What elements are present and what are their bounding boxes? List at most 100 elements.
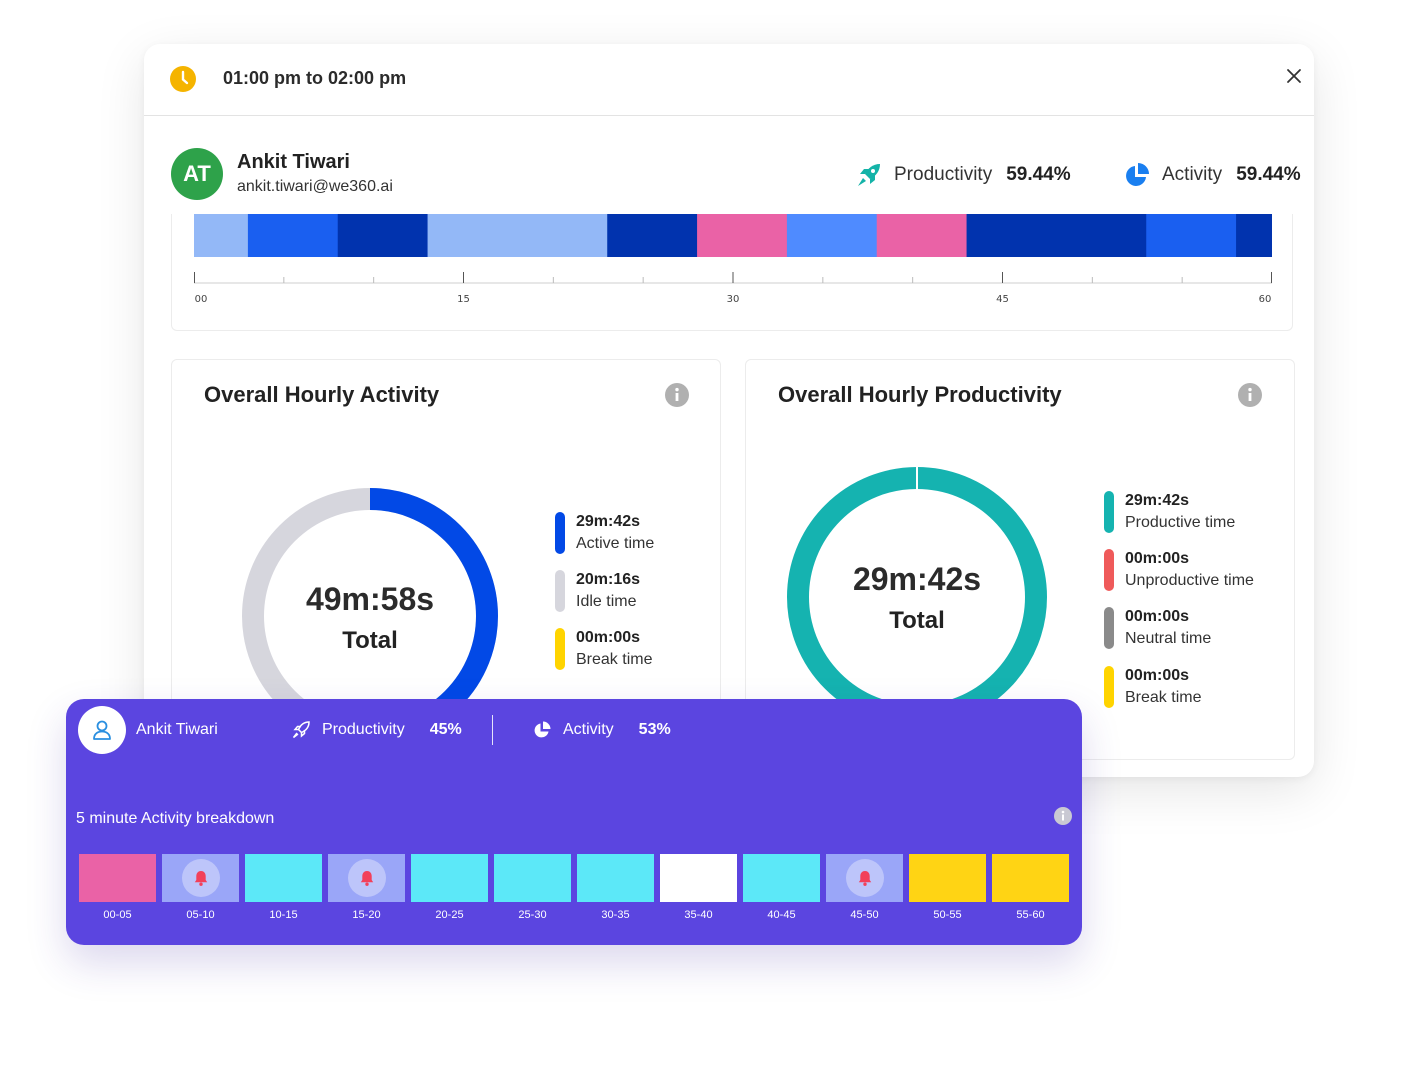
close-icon[interactable] <box>1286 68 1302 84</box>
activity-timeline-bar <box>194 214 1272 257</box>
legend-swatch <box>555 512 565 554</box>
info-icon[interactable] <box>665 383 689 407</box>
breakdown-block[interactable] <box>328 854 405 902</box>
block-label: 45-50 <box>850 909 879 921</box>
breakdown-block[interactable] <box>162 854 239 902</box>
bell-icon <box>858 871 871 886</box>
breakdown-block[interactable] <box>79 854 156 902</box>
legend-label: Productive time <box>1125 514 1236 531</box>
breakdown-block[interactable] <box>826 854 903 902</box>
info-icon[interactable] <box>1238 383 1262 407</box>
block-label: 15-20 <box>352 909 381 921</box>
timeline-axis: 00 15 30 45 60 <box>194 272 1272 305</box>
legend-label: Idle time <box>576 593 637 610</box>
timeline-segment[interactable] <box>1146 214 1237 257</box>
breakdown-block[interactable] <box>992 854 1069 902</box>
legend-value: 29m:42s <box>576 513 641 530</box>
legend-label: Break time <box>1125 689 1202 706</box>
breakdown-block[interactable] <box>411 854 488 902</box>
activity-total-label: Total <box>342 627 398 654</box>
timeline-segment[interactable] <box>697 214 788 257</box>
activity-label: Activity <box>563 721 614 738</box>
breakdown-block[interactable] <box>743 854 820 902</box>
activity-stat: Activity 53% <box>533 721 671 739</box>
productivity-label: Productivity <box>894 164 993 185</box>
timeline-segment[interactable] <box>876 214 968 257</box>
bell-badge <box>181 859 220 897</box>
productivity-value: 45% <box>429 721 462 738</box>
card-title: Overall Hourly Productivity <box>778 382 1062 407</box>
activity-stat: Activity 59.44% <box>1124 162 1301 188</box>
productivity-stat: Productivity 45% <box>292 721 462 739</box>
block-label: 30-35 <box>601 909 630 921</box>
card-title: Overall Hourly Activity <box>204 382 440 407</box>
activity-label: Activity <box>1162 164 1223 185</box>
rocket-icon <box>292 721 310 739</box>
productivity-total-label: Total <box>889 607 945 634</box>
legend-label: Unproductive time <box>1125 572 1254 589</box>
pie-chart-icon <box>1126 163 1149 186</box>
breakdown-block[interactable] <box>245 854 322 902</box>
activity-value: 59.44% <box>1236 164 1301 185</box>
section-title: 5 minute Activity breakdown <box>76 810 275 827</box>
timeline-segment[interactable] <box>966 214 1147 257</box>
breakdown-block[interactable] <box>494 854 571 902</box>
activity-breakdown-card: Ankit Tiwari Productivity 45% Activity 5… <box>66 699 1082 945</box>
info-icon[interactable] <box>1054 807 1072 825</box>
avatar: AT <box>171 148 223 200</box>
legend-value: 29m:42s <box>1125 492 1190 509</box>
block-label: 55-60 <box>1016 909 1045 921</box>
user-icon <box>93 720 111 740</box>
block-label: 50-55 <box>933 909 962 921</box>
legend-swatch <box>1104 607 1114 649</box>
hourly-productivity-card: Overall Hourly Productivity 29m:42s Tota… <box>745 359 1295 760</box>
clock-icon <box>170 66 196 92</box>
axis-tick-label: 00 <box>195 294 208 305</box>
productivity-value: 59.44% <box>1006 164 1071 185</box>
axis-tick-label: 30 <box>727 294 740 305</box>
timeline-segment[interactable] <box>786 214 878 257</box>
bell-badge <box>845 859 884 897</box>
timeline-segment[interactable] <box>194 214 249 257</box>
user-avatar <box>78 706 126 754</box>
pie-chart-icon <box>534 721 551 738</box>
block-label: 00-05 <box>103 909 132 921</box>
legend-swatch <box>1104 549 1114 591</box>
timeline-segment[interactable] <box>427 214 608 257</box>
breakdown-block[interactable] <box>909 854 986 902</box>
legend-value: 00m:00s <box>1125 550 1190 567</box>
axis-tick-label: 60 <box>1259 294 1272 305</box>
user-email: ankit.tiwari@we360.ai <box>237 178 393 195</box>
user-name: Ankit Tiwari <box>237 151 350 173</box>
bell-icon <box>194 871 207 886</box>
timeline-segment[interactable] <box>1236 214 1272 257</box>
legend-label: Break time <box>576 651 653 668</box>
productivity-stat: Productivity 59.44% <box>856 162 1071 188</box>
legend-swatch <box>1104 491 1114 533</box>
axis-tick-label: 45 <box>996 294 1009 305</box>
time-range: 01:00 pm to 02:00 pm <box>223 68 407 88</box>
legend-value: 00m:00s <box>576 629 641 646</box>
breakdown-block[interactable] <box>577 854 654 902</box>
timeline-segment[interactable] <box>607 214 698 257</box>
legend-swatch <box>555 628 565 670</box>
block-label: 40-45 <box>767 909 796 921</box>
legend-swatch <box>555 570 565 612</box>
rocket-icon <box>858 164 880 186</box>
timeline-segment[interactable] <box>337 214 429 257</box>
divider <box>492 715 493 745</box>
breakdown-blocks: 00-05 05-10 10-15 15-20 20-25 25-30 30-35 35-40… <box>79 854 1071 929</box>
block-label: 05-10 <box>186 909 215 921</box>
bell-icon <box>360 871 373 886</box>
timeline-segment[interactable] <box>247 214 339 257</box>
block-label: 20-25 <box>435 909 464 921</box>
legend-value: 00m:00s <box>1125 667 1190 684</box>
legend-label: Active time <box>576 535 655 552</box>
activity-value: 53% <box>638 721 671 738</box>
bell-badge <box>347 859 386 897</box>
legend-swatch <box>1104 666 1114 708</box>
activity-total-value: 49m:58s <box>305 581 435 617</box>
block-label: 25-30 <box>518 909 547 921</box>
breakdown-block[interactable] <box>660 854 737 902</box>
legend-value: 00m:00s <box>1125 608 1190 625</box>
